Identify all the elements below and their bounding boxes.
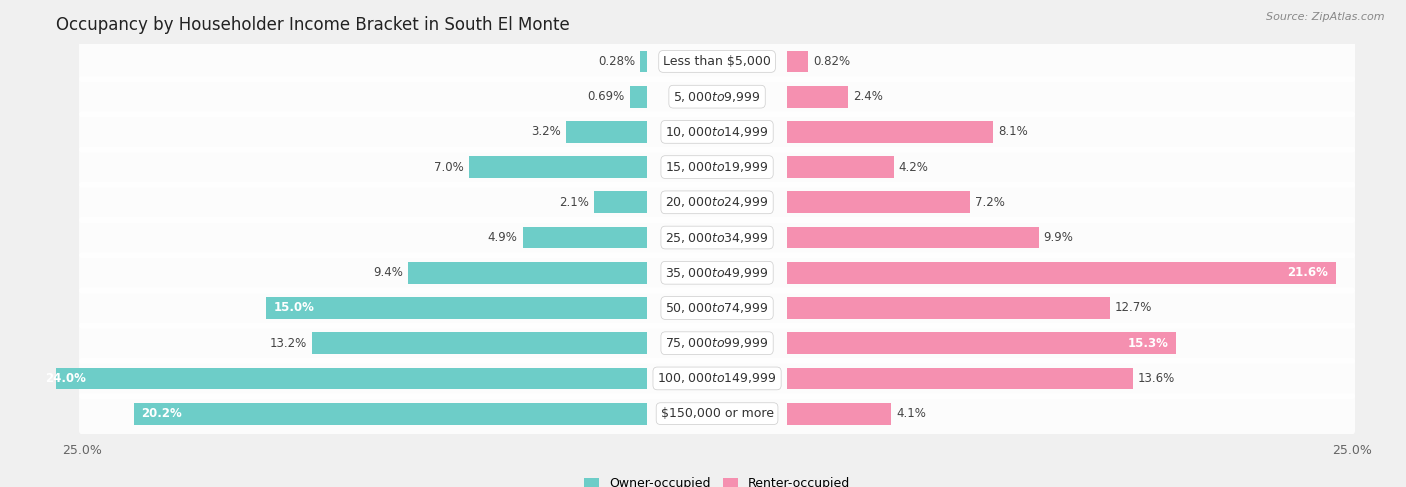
Bar xyxy=(630,86,647,108)
Text: 8.1%: 8.1% xyxy=(998,125,1028,138)
FancyBboxPatch shape xyxy=(79,393,1355,434)
Text: $10,000 to $14,999: $10,000 to $14,999 xyxy=(665,125,769,139)
Text: Less than $5,000: Less than $5,000 xyxy=(664,55,770,68)
Text: $75,000 to $99,999: $75,000 to $99,999 xyxy=(665,336,769,350)
FancyBboxPatch shape xyxy=(79,323,1355,364)
Text: $35,000 to $49,999: $35,000 to $49,999 xyxy=(665,266,769,280)
Bar xyxy=(640,51,647,73)
Text: $100,000 to $149,999: $100,000 to $149,999 xyxy=(658,372,776,385)
Bar xyxy=(408,262,647,284)
Text: 0.28%: 0.28% xyxy=(598,55,636,68)
Legend: Owner-occupied, Renter-occupied: Owner-occupied, Renter-occupied xyxy=(579,472,855,487)
FancyBboxPatch shape xyxy=(79,287,1355,328)
Text: 21.6%: 21.6% xyxy=(1288,266,1329,279)
Text: 2.1%: 2.1% xyxy=(558,196,589,209)
Text: 20.2%: 20.2% xyxy=(142,407,183,420)
Text: Source: ZipAtlas.com: Source: ZipAtlas.com xyxy=(1267,12,1385,22)
Text: 3.2%: 3.2% xyxy=(531,125,561,138)
Bar xyxy=(787,368,1133,389)
Text: 9.4%: 9.4% xyxy=(374,266,404,279)
Text: 7.2%: 7.2% xyxy=(974,196,1005,209)
Bar xyxy=(470,156,647,178)
Text: Occupancy by Householder Income Bracket in South El Monte: Occupancy by Householder Income Bracket … xyxy=(56,16,569,34)
Bar xyxy=(787,226,1039,248)
Text: 15.3%: 15.3% xyxy=(1128,337,1168,350)
FancyBboxPatch shape xyxy=(79,182,1355,223)
Text: 7.0%: 7.0% xyxy=(434,161,464,173)
Text: 12.7%: 12.7% xyxy=(1115,301,1152,315)
Text: 2.4%: 2.4% xyxy=(853,90,883,103)
Text: $50,000 to $74,999: $50,000 to $74,999 xyxy=(665,301,769,315)
Text: 0.69%: 0.69% xyxy=(588,90,624,103)
FancyBboxPatch shape xyxy=(79,76,1355,117)
Bar xyxy=(134,403,647,425)
Text: 4.9%: 4.9% xyxy=(488,231,517,244)
Bar xyxy=(787,51,808,73)
Bar xyxy=(593,191,647,213)
Text: 24.0%: 24.0% xyxy=(45,372,86,385)
FancyBboxPatch shape xyxy=(79,217,1355,258)
Text: 4.1%: 4.1% xyxy=(896,407,927,420)
FancyBboxPatch shape xyxy=(79,112,1355,152)
Text: 9.9%: 9.9% xyxy=(1043,231,1074,244)
Text: 15.0%: 15.0% xyxy=(274,301,315,315)
Text: $150,000 or more: $150,000 or more xyxy=(661,407,773,420)
Text: 0.82%: 0.82% xyxy=(813,55,851,68)
Bar xyxy=(787,191,970,213)
Bar xyxy=(787,121,993,143)
FancyBboxPatch shape xyxy=(79,358,1355,399)
Text: 13.2%: 13.2% xyxy=(270,337,307,350)
Bar xyxy=(787,156,894,178)
Bar xyxy=(37,368,647,389)
Text: $15,000 to $19,999: $15,000 to $19,999 xyxy=(665,160,769,174)
Text: $20,000 to $24,999: $20,000 to $24,999 xyxy=(665,195,769,209)
Text: $25,000 to $34,999: $25,000 to $34,999 xyxy=(665,230,769,244)
FancyBboxPatch shape xyxy=(79,41,1355,82)
Bar xyxy=(787,262,1336,284)
Bar xyxy=(312,332,647,354)
Bar xyxy=(787,332,1175,354)
FancyBboxPatch shape xyxy=(79,252,1355,293)
Bar xyxy=(787,403,891,425)
Bar xyxy=(266,297,647,319)
Bar xyxy=(565,121,647,143)
Text: 13.6%: 13.6% xyxy=(1137,372,1175,385)
Bar xyxy=(787,297,1109,319)
Text: $5,000 to $9,999: $5,000 to $9,999 xyxy=(673,90,761,104)
FancyBboxPatch shape xyxy=(79,147,1355,187)
Bar xyxy=(523,226,647,248)
Bar xyxy=(787,86,848,108)
Text: 4.2%: 4.2% xyxy=(898,161,928,173)
